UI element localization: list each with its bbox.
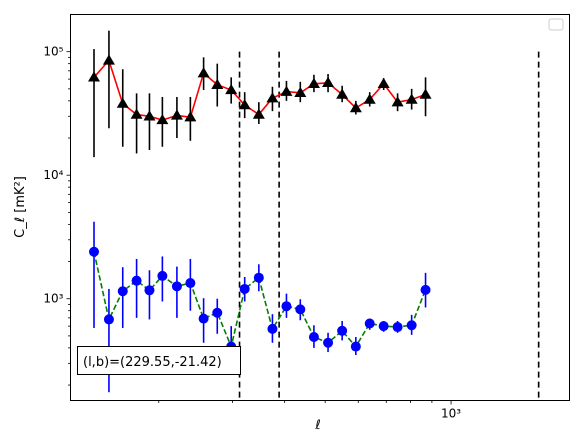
data-point [197,67,210,78]
data-point [323,337,334,348]
data-point [294,86,307,97]
data-point [295,304,306,315]
data-point [170,109,183,120]
y-tick-label: 10³ [43,292,63,306]
data-point [88,71,101,82]
data-point [212,307,223,318]
annotation-text: (l,b)=(229.55,-21.42) [83,355,222,370]
data-point [144,285,155,296]
data-point [336,88,349,99]
data-point [130,108,143,119]
data-point [157,270,168,281]
y-axis-label: C_ℓ [mK²] [13,176,28,238]
series-1 [89,221,431,393]
data-point [238,99,251,110]
data-point [337,325,348,336]
data-point [377,77,390,88]
y-tick-label: 10⁴ [43,168,63,182]
data-point [280,85,293,96]
data-point [419,88,432,99]
data-point [307,77,320,88]
data-point [266,92,279,103]
data-point [117,286,128,297]
data-point [103,314,114,325]
data-point [363,93,376,104]
data-point [225,83,238,95]
data-point [171,281,182,292]
legend-box [548,18,564,31]
data-point [391,96,404,107]
data-point [350,341,361,352]
data-point [392,322,403,333]
data-point [252,108,265,119]
data-point [143,110,156,121]
data-point [267,323,278,334]
data-point [102,54,115,65]
x-tick-label: 10³ [441,407,461,421]
data-point [116,97,129,108]
series-0 [88,30,432,158]
data-point [239,283,250,294]
data-point [322,76,335,87]
data-point [211,78,224,89]
data-point [308,331,319,342]
data-point [405,93,418,104]
data-point [198,313,209,324]
data-point [185,278,196,289]
data-point [281,301,292,312]
vertical-lines [238,51,540,401]
axes-layer: 10³ 10³ 10⁴ 10⁵ [43,45,461,421]
data-point [420,284,431,295]
data-point [131,275,142,286]
annotation-box: (l,b)=(229.55,-21.42) [77,346,241,375]
y-tick-label: 10⁵ [43,45,63,59]
data-point [184,111,197,122]
series-line [93,251,427,350]
data-point [406,320,417,331]
data-point [253,272,264,283]
data-point [349,102,362,113]
series-layer [88,30,432,393]
data-point [89,246,100,257]
data-point [364,318,375,329]
x-axis-label: ℓ [314,418,320,433]
data-point [156,113,169,125]
data-point [378,321,389,332]
plot-frame [70,14,570,401]
